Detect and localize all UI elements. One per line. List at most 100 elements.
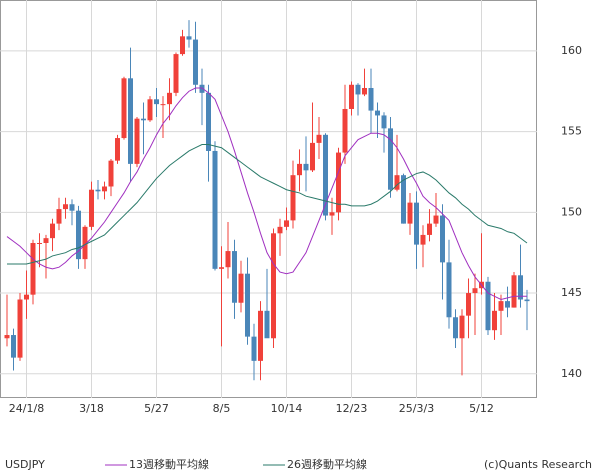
candle-body <box>173 54 179 93</box>
candle-body <box>277 226 283 234</box>
candle-body <box>440 215 445 263</box>
candle-body <box>134 118 140 164</box>
candle-body <box>427 223 432 235</box>
candle-body <box>167 92 172 105</box>
candle-body <box>472 288 478 294</box>
candle-body <box>50 223 55 239</box>
candle-body <box>284 220 289 227</box>
candle-body <box>128 78 133 164</box>
candle-body <box>141 118 146 121</box>
candle-body <box>108 160 114 187</box>
candle-body <box>505 301 510 308</box>
candle-body <box>303 163 309 171</box>
candle-body <box>121 78 127 139</box>
candle-body <box>206 92 211 151</box>
candle-body <box>414 202 419 245</box>
candle-body <box>82 226 88 260</box>
candle-body <box>297 163 302 176</box>
candle-body <box>362 87 367 95</box>
candle-body <box>401 175 406 224</box>
candle-body <box>336 152 341 213</box>
candle-body <box>17 299 23 358</box>
candle-body <box>524 299 530 302</box>
candle-body <box>56 209 62 224</box>
moving-average-line <box>6 87 527 301</box>
x-tick-label: 25/3/3 <box>399 402 434 415</box>
y-tick-label: 145 <box>561 286 582 299</box>
x-tick-label: 12/23 <box>336 402 368 415</box>
y-tick-label: 150 <box>561 205 582 218</box>
candle-body <box>30 242 36 295</box>
candle-body <box>245 273 250 337</box>
legend-label: 26週移動平均線 <box>287 457 367 471</box>
candle-body <box>264 310 270 339</box>
moving-average-line <box>7 144 528 265</box>
candle-body <box>323 134 328 216</box>
y-tick-label: 155 <box>561 125 582 138</box>
candle-body <box>180 36 185 55</box>
candle-body <box>160 104 166 106</box>
candle-body <box>154 99 159 105</box>
candle-body <box>11 335 16 358</box>
candle-body <box>115 138 120 161</box>
candle-body <box>459 315 465 339</box>
candle-body <box>147 99 153 121</box>
candle-body <box>76 210 81 260</box>
candle-body <box>89 189 94 227</box>
candle-body <box>271 233 276 339</box>
candle-body <box>199 84 205 93</box>
candle-body <box>225 251 231 268</box>
candle-body <box>186 36 192 40</box>
candle-body <box>251 336 257 361</box>
legend-label: 13週移動平均線 <box>129 457 209 471</box>
candle-body <box>219 267 224 269</box>
candle-body <box>368 87 374 111</box>
candle-body <box>193 39 198 85</box>
candle-body <box>453 317 458 339</box>
candle-body <box>290 175 296 221</box>
candle-body <box>63 204 68 210</box>
x-tick-label: 8/5 <box>213 402 231 415</box>
candle-body <box>518 275 523 300</box>
candle-body <box>258 310 263 361</box>
candle-body <box>492 310 497 331</box>
candle-body <box>485 281 491 331</box>
y-tick-label: 140 <box>561 367 582 380</box>
candle-body <box>394 175 400 190</box>
candle-body <box>69 204 75 211</box>
candle-body <box>407 202 413 224</box>
candle-body <box>446 262 452 318</box>
candle-body <box>4 335 10 339</box>
candle-body <box>43 238 49 243</box>
candle-body <box>316 134 322 143</box>
candle-body <box>381 115 387 129</box>
candle-body <box>433 215 439 224</box>
candle-body <box>355 84 361 95</box>
y-tick-label: 160 <box>561 44 582 57</box>
candle-body <box>511 275 517 308</box>
x-tick-label: 24/1/8 <box>9 402 44 415</box>
x-tick-label: 3/18 <box>79 402 104 415</box>
candle-body <box>375 110 380 116</box>
plot-frame <box>0 0 537 398</box>
candle-body <box>232 251 237 303</box>
candle-body <box>95 189 101 192</box>
candle-body <box>238 273 244 303</box>
candle-body <box>212 150 218 269</box>
candle-body <box>349 84 354 109</box>
x-tick-label: 5/27 <box>144 402 169 415</box>
candle-body <box>498 301 504 311</box>
credit: (c)Quants Research <box>484 458 592 471</box>
candle-body <box>342 108 348 153</box>
candle-body <box>37 242 42 244</box>
candle-body <box>310 142 315 171</box>
candle-body <box>329 212 335 216</box>
candle-body <box>420 234 426 245</box>
x-tick-label: 10/14 <box>271 402 303 415</box>
candle-body <box>388 128 393 190</box>
candle-body <box>466 293 471 316</box>
x-tick-label: 5/12 <box>469 402 494 415</box>
candle-body <box>102 186 107 192</box>
candle-body <box>24 294 29 300</box>
